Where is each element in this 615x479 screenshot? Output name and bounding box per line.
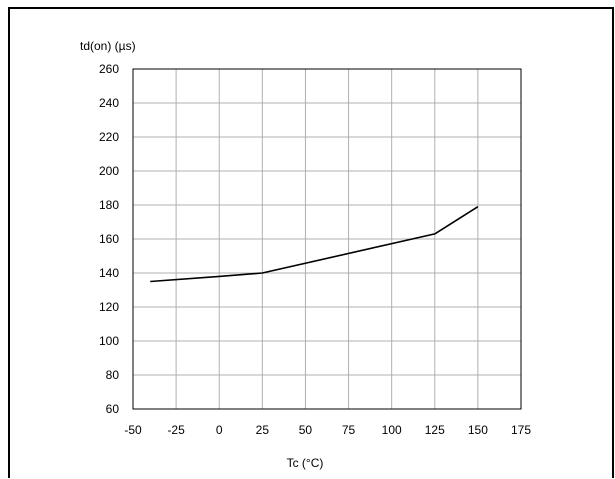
figure-frame xyxy=(8,7,614,478)
y-tick-label: 160 xyxy=(99,232,119,246)
x-axis-label: Tc (°C) xyxy=(287,456,324,470)
y-tick-label: 80 xyxy=(106,368,120,382)
x-tick-label: 175 xyxy=(511,423,531,437)
x-tick-label: 100 xyxy=(382,423,402,437)
y-tick-label: 240 xyxy=(99,96,119,110)
y-tick-label: 200 xyxy=(99,164,119,178)
plot-border xyxy=(132,68,522,410)
x-tick-label: 150 xyxy=(468,423,488,437)
grid-lines xyxy=(132,68,522,410)
y-tick-label: 100 xyxy=(99,334,119,348)
y-tick-label: 260 xyxy=(99,62,119,76)
x-tick-label: 125 xyxy=(425,423,445,437)
y-axis-label: td(on) (µs) xyxy=(80,39,136,53)
y-tick-label: 120 xyxy=(99,300,119,314)
series-line xyxy=(150,206,479,283)
y-tick-label: 60 xyxy=(106,402,120,416)
y-tick-label: 180 xyxy=(99,198,119,212)
y-tick-label: 220 xyxy=(99,130,119,144)
x-axis-ticks: -50 -25 0 25 50 75 100 125 150 175 xyxy=(124,423,531,437)
x-tick-label: -25 xyxy=(167,423,185,437)
y-axis-ticks: 260 240 220 200 180 160 140 120 100 80 60 xyxy=(99,62,119,416)
series-group xyxy=(150,206,479,283)
x-tick-label: 50 xyxy=(299,423,313,437)
x-tick-label: 75 xyxy=(342,423,356,437)
y-tick-label: 140 xyxy=(99,266,119,280)
x-tick-label: 0 xyxy=(216,423,223,437)
x-tick-label: 25 xyxy=(256,423,270,437)
x-tick-label: -50 xyxy=(124,423,142,437)
